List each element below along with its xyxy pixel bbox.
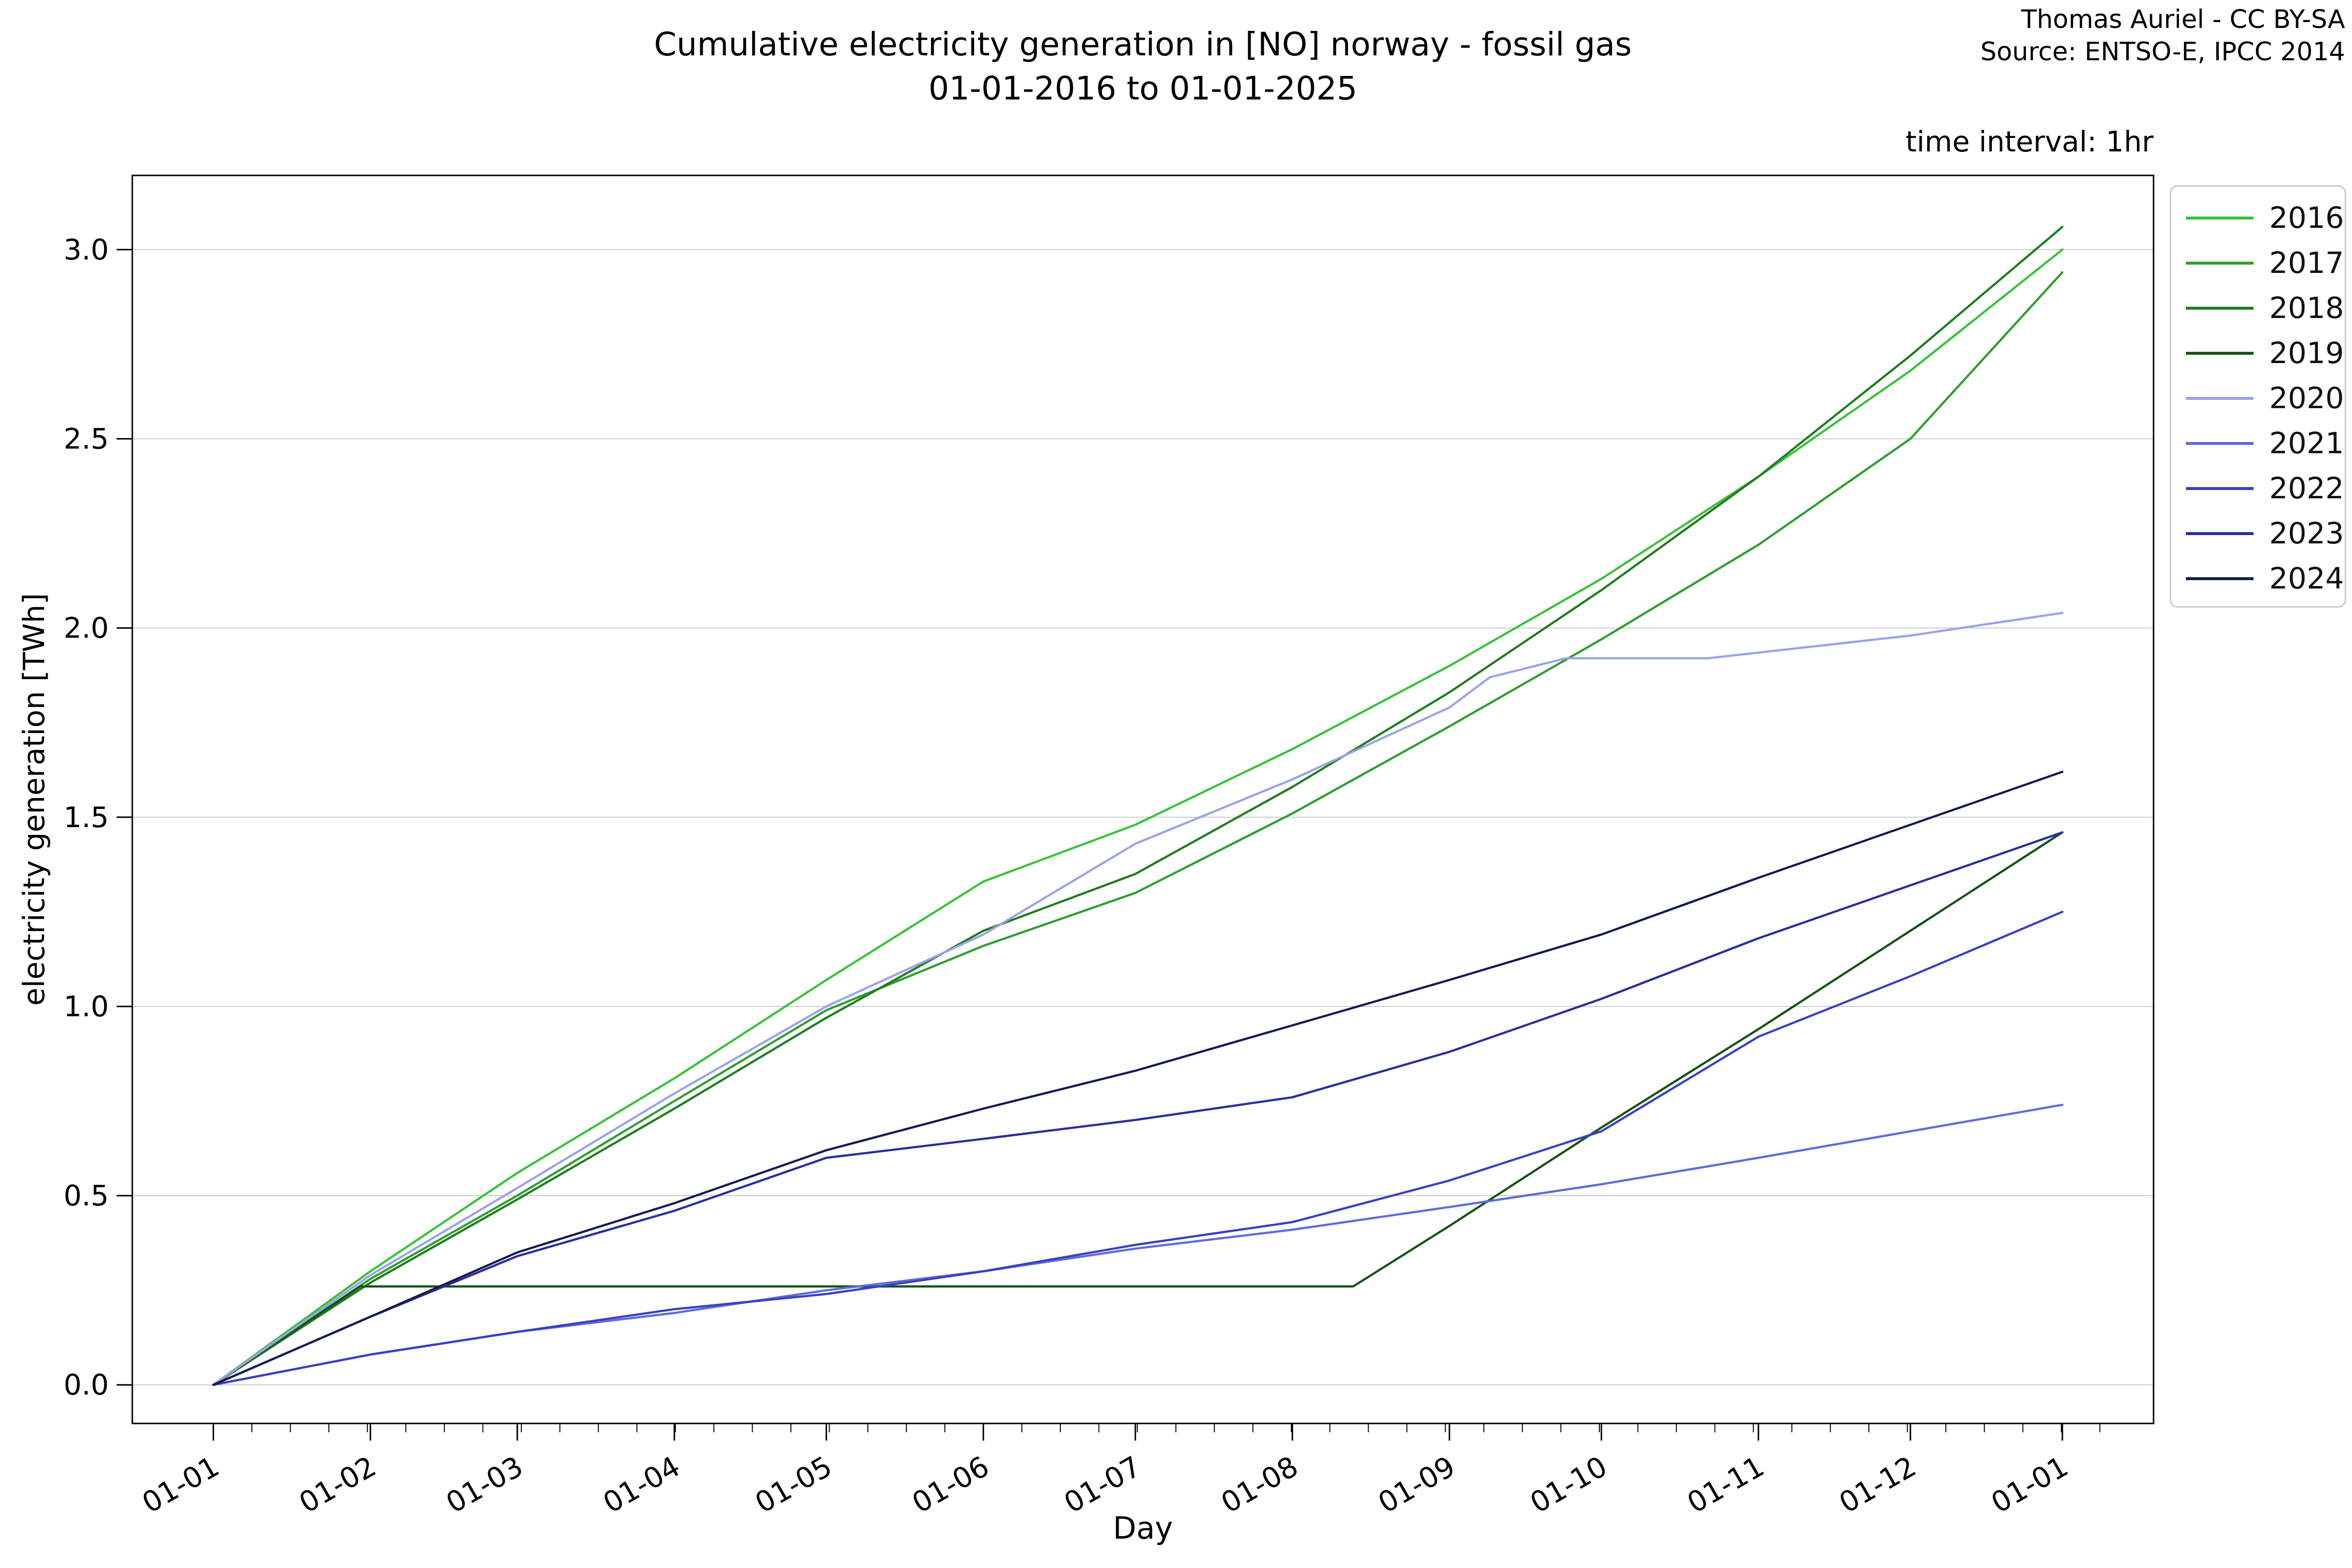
series-line-2022 [212,910,2064,1386]
legend-entry-2022: 2022 [2171,466,2345,511]
legend-entry-2018: 2018 [2171,286,2345,331]
x-tick-label: 01-10 [1524,1449,1613,1519]
x-axis-ticks: 01-01 01-02 01-03 01-04 01-05 01-06 01-07 01-08… [136,1423,2074,1519]
chart-title-line1: Cumulative electricity generation in [NO… [654,25,1632,63]
x-tick-label: 01-11 [1682,1449,1770,1519]
legend-label-2020: 2020 [2269,381,2344,416]
legend-entry-2024: 2024 [2171,556,2345,601]
attribution-source: Source: ENTSO-E, IPCC 2014 [1980,37,2345,67]
legend-label-2024: 2024 [2269,562,2344,596]
legend-entry-2023: 2023 [2171,511,2345,556]
x-tick-label: 01-01 [1985,1449,2074,1519]
legend-entry-2021: 2021 [2171,421,2345,466]
series-line-2024 [212,770,2064,1386]
x-tick-label: 01-07 [1058,1449,1147,1519]
series-lines [212,225,2064,1386]
x-tick-label: 01-12 [1834,1449,1922,1519]
x-axis-minor-ticks [251,1423,2101,1432]
legend-line-swatch-2016 [2186,217,2254,220]
legend-entry-2020: 2020 [2171,376,2345,421]
x-tick-label: 01-02 [294,1449,382,1519]
series-line-2019 [212,831,2064,1386]
legend-line-swatch-2017 [2186,262,2254,265]
x-tick-label: 01-09 [1372,1449,1461,1519]
legend-label-2016: 2016 [2269,201,2344,235]
legend-label-2022: 2022 [2269,471,2344,506]
x-tick-label: 01-08 [1216,1449,1304,1519]
x-tick-label: 01-04 [597,1449,686,1519]
y-axis-label: electricity generation [TWh] [17,593,51,1005]
time-interval-label: time interval: 1hr [1905,125,2154,158]
y-tick-label: 1.0 [64,990,109,1023]
chart-title-line2: 01-01-2016 to 01-01-2025 [928,70,1358,107]
legend-entry-2019: 2019 [2171,331,2345,376]
legend-label-2023: 2023 [2269,516,2344,551]
x-tick-label: 01-06 [906,1449,995,1519]
legend-line-swatch-2024 [2186,577,2254,580]
series-line-2017 [212,271,2064,1386]
y-tick-label: 0.0 [64,1368,109,1401]
legend-line-swatch-2019 [2186,352,2254,355]
y-gridlines [132,249,2154,1386]
x-tick-label: 01-03 [441,1449,529,1519]
legend-line-swatch-2023 [2186,532,2254,535]
series-line-2018 [212,225,2064,1386]
y-tick-label: 1.5 [64,801,109,834]
series-line-2023 [212,831,2064,1386]
y-axis-ticks: 0.0 0.5 1.0 1.5 2.0 2.5 3.0 [64,233,132,1401]
y-tick-label: 2.0 [64,612,109,645]
legend-entry-2016: 2016 [2171,196,2345,241]
series-line-2020 [212,612,2064,1386]
legend-label-2017: 2017 [2269,246,2344,280]
legend-line-swatch-2022 [2186,487,2254,490]
x-tick-label: 01-05 [749,1449,837,1519]
legend-entry-2017: 2017 [2171,241,2345,286]
legend-line-swatch-2018 [2186,307,2254,310]
legend-label-2018: 2018 [2269,291,2344,325]
plot-border [131,174,2155,1424]
y-tick-label: 0.5 [64,1179,109,1212]
y-tick-label: 2.5 [64,422,109,456]
legend-line-swatch-2021 [2186,442,2254,445]
attribution-author: Thomas Auriel - CC BY-SA [2021,5,2345,34]
legend: 2016 2017 2018 2019 2020 2021 2022 2023 2024 [2170,185,2346,608]
x-axis-label: Day [1113,1510,1173,1546]
legend-line-swatch-2020 [2186,397,2254,400]
legend-label-2019: 2019 [2269,336,2344,370]
x-tick-label: 01-01 [136,1449,224,1519]
legend-label-2021: 2021 [2269,426,2344,461]
y-tick-label: 3.0 [64,233,109,266]
